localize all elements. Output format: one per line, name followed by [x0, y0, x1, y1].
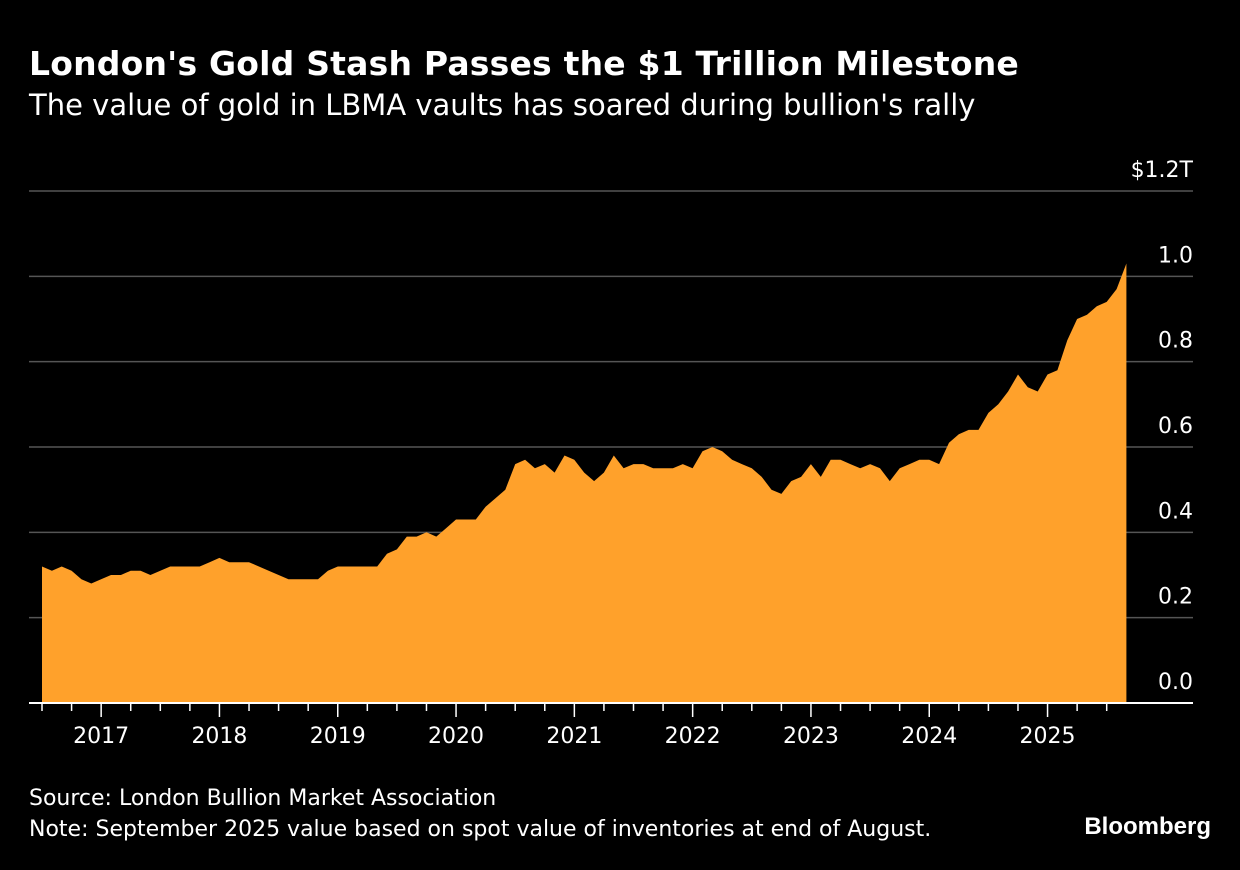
x-tick-label: 2024 [901, 724, 957, 749]
x-tick-label: 2021 [546, 724, 602, 749]
y-tick-label: 0.6 [1158, 414, 1193, 439]
x-tick-label: 2018 [191, 724, 247, 749]
x-tick-label: 2025 [1020, 724, 1076, 749]
chart-title: London's Gold Stash Passes the $1 Trilli… [29, 44, 1020, 83]
x-tick-label: 2019 [310, 724, 366, 749]
note-text: Note: September 2025 value based on spot… [29, 817, 932, 842]
x-tick-label: 2023 [783, 724, 839, 749]
chart-subtitle: The value of gold in LBMA vaults has soa… [29, 88, 976, 122]
area-series [42, 263, 1127, 703]
y-tick-label: 0.8 [1158, 329, 1193, 354]
y-tick-label: 1.0 [1158, 243, 1193, 268]
x-tick-label: 2022 [665, 724, 721, 749]
source-text: Source: London Bullion Market Associatio… [29, 786, 497, 811]
y-tick-label: 0.2 [1158, 585, 1193, 610]
y-tick-label: 0.0 [1158, 670, 1193, 695]
x-tick-label: 2020 [428, 724, 484, 749]
y-tick-label: $1.2T [1131, 158, 1194, 183]
bloomberg-logo: Bloomberg [1084, 813, 1211, 840]
y-tick-label: 0.4 [1158, 499, 1193, 524]
x-tick-label: 2017 [73, 724, 129, 749]
